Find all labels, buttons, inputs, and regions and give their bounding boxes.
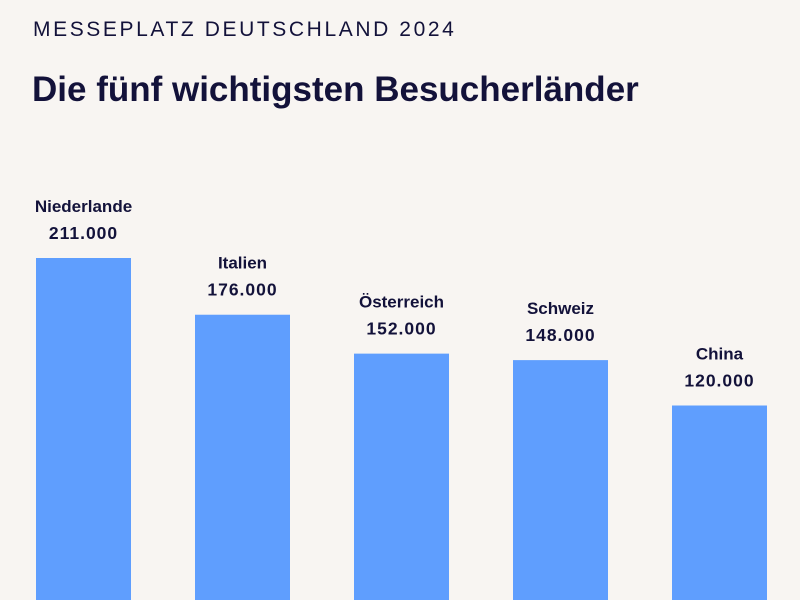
value-label: 120.000	[684, 370, 754, 390]
category-label: China	[696, 344, 744, 363]
value-label: 211.000	[49, 223, 118, 243]
value-label: 148.000	[525, 325, 595, 345]
value-label: 152.000	[366, 319, 436, 339]
bar-schweiz	[513, 360, 608, 600]
chart-kicker: MESSEPLATZ DEUTSCHLAND 2024	[33, 18, 457, 41]
category-label: Schweiz	[527, 299, 594, 318]
value-label: 176.000	[207, 280, 277, 300]
bar-china	[672, 405, 767, 600]
chart-title: Die fünf wichtigsten Besucherländer	[32, 70, 639, 109]
bar-niederlande	[36, 258, 131, 600]
category-label: Niederlande	[35, 197, 132, 216]
bar-österreich	[354, 353, 449, 600]
bar-italien	[195, 314, 290, 600]
category-label: Italien	[218, 254, 267, 273]
category-label: Österreich	[359, 293, 444, 312]
